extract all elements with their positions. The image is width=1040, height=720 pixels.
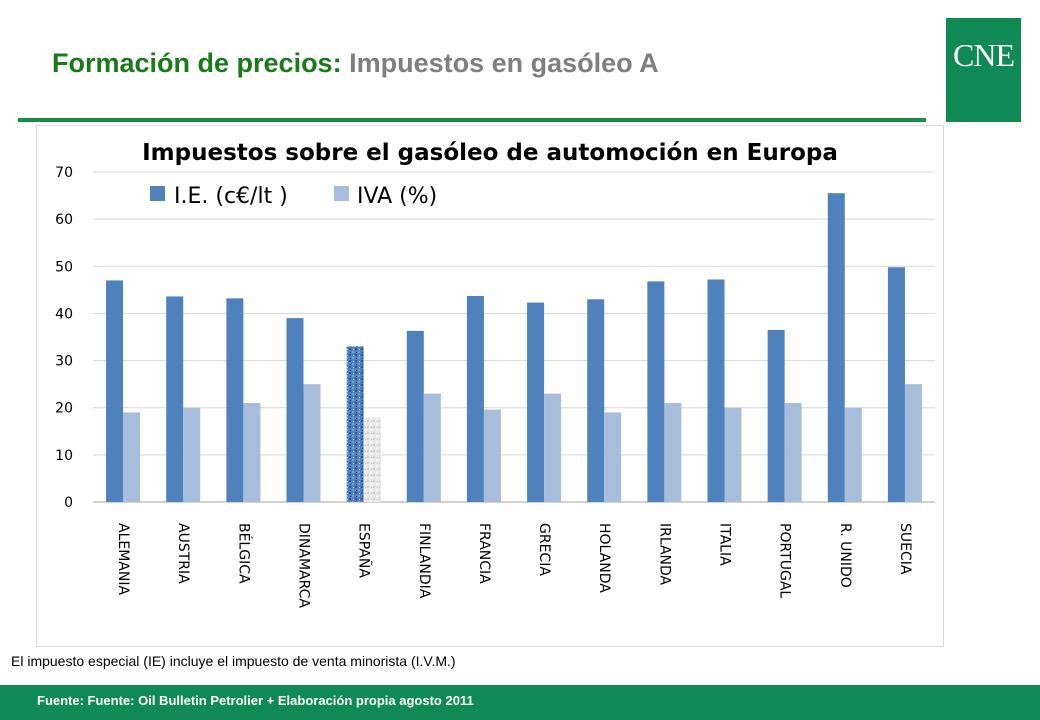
bar-ie	[827, 193, 845, 502]
bar-ie	[527, 302, 545, 502]
y-tick-label: 10	[55, 448, 73, 464]
legend-label-ie: I.E. (c€/lt )	[174, 184, 288, 209]
chart-container: Impuestos sobre el gasóleo de automoción…	[36, 125, 944, 647]
y-tick-label: 50	[55, 259, 73, 275]
x-tick-label: ALEMANIA	[115, 523, 131, 595]
legend-swatch-iva	[334, 186, 349, 201]
chart-title: Impuestos sobre el gasóleo de automoción…	[142, 140, 838, 166]
bar-ie	[466, 295, 484, 502]
y-axis-ticks: 0 10 20 30 40 50 60 70	[55, 165, 73, 511]
y-tick-label: 20	[55, 401, 73, 417]
x-tick-label: AUSTRIA	[175, 523, 191, 584]
bar-ie	[106, 280, 124, 502]
title-divider	[18, 118, 926, 122]
x-tick-label: FINLANDIA	[416, 523, 432, 599]
x-tick-label: R. UNIDO	[837, 523, 853, 588]
footer-bar: Fuente: Fuente: Oil Bulletin Petrolier +…	[0, 685, 1040, 720]
legend-label-iva: IVA (%)	[357, 184, 437, 209]
bar-ie	[647, 281, 665, 502]
bar-ie	[707, 279, 725, 502]
bar-iva	[303, 384, 321, 502]
bar-iva	[183, 407, 201, 502]
x-tick-label: BÉLGICA	[235, 523, 252, 584]
chart-legend: I.E. (c€/lt ) IVA (%)	[150, 184, 437, 209]
y-tick-label: 70	[55, 165, 73, 181]
bar-ie	[587, 299, 605, 502]
bar-iva	[483, 409, 501, 502]
bar-iva	[784, 403, 802, 502]
x-tick-label: GRECIA	[536, 523, 552, 576]
source-note: Fuente: Fuente: Oil Bulletin Petrolier +…	[37, 693, 474, 708]
x-tick-label: ESPAÑA	[356, 523, 373, 578]
bars	[106, 193, 922, 502]
bar-iva	[243, 403, 261, 502]
x-tick-label: PORTUGAL	[777, 523, 793, 598]
bar-iva	[363, 417, 381, 502]
page-title-sub: Impuestos en gasóleo A	[349, 48, 659, 78]
bar-ie	[767, 329, 785, 502]
y-tick-label: 0	[64, 495, 73, 511]
bar-iva	[544, 393, 562, 502]
bar-iva	[423, 393, 441, 502]
x-tick-label: DINAMARCA	[296, 523, 312, 608]
bar-iva	[844, 407, 862, 502]
y-tick-label: 60	[55, 212, 73, 228]
bar-ie	[226, 298, 244, 502]
tax-bar-chart: Impuestos sobre el gasóleo de automoción…	[55, 140, 935, 608]
x-tick-label: ITALIA	[717, 523, 733, 566]
x-tick-label: SUECIA	[897, 523, 913, 575]
bar-ie	[166, 296, 184, 502]
footnote: El impuesto especial (IE) incluye el imp…	[11, 653, 456, 669]
bar-iva	[904, 384, 922, 502]
x-tick-label: HOLANDA	[596, 523, 612, 593]
page-title-main: Formación de precios:	[52, 48, 342, 78]
x-tick-label: FRANCIA	[476, 523, 492, 584]
bar-ie	[346, 346, 364, 502]
bar-ie	[286, 318, 304, 502]
page-title: Formación de precios: Impuestos en gasól…	[52, 48, 659, 79]
grid-lines	[93, 171, 935, 503]
x-tick-label: IRLANDA	[656, 523, 672, 586]
x-axis-labels: ALEMANIA AUSTRIA BÉLGICA DINAMARCA ESPAÑA FIN…	[115, 523, 913, 608]
cne-logo: CNE	[946, 18, 1021, 122]
y-tick-label: 30	[55, 354, 73, 370]
bar-ie	[887, 267, 905, 502]
bar-iva	[724, 407, 742, 502]
bar-iva	[604, 412, 622, 502]
legend-swatch-ie	[150, 186, 165, 201]
bar-iva	[664, 403, 682, 502]
bar-ie	[406, 330, 424, 502]
bar-iva	[123, 412, 141, 502]
y-tick-label: 40	[55, 306, 73, 322]
